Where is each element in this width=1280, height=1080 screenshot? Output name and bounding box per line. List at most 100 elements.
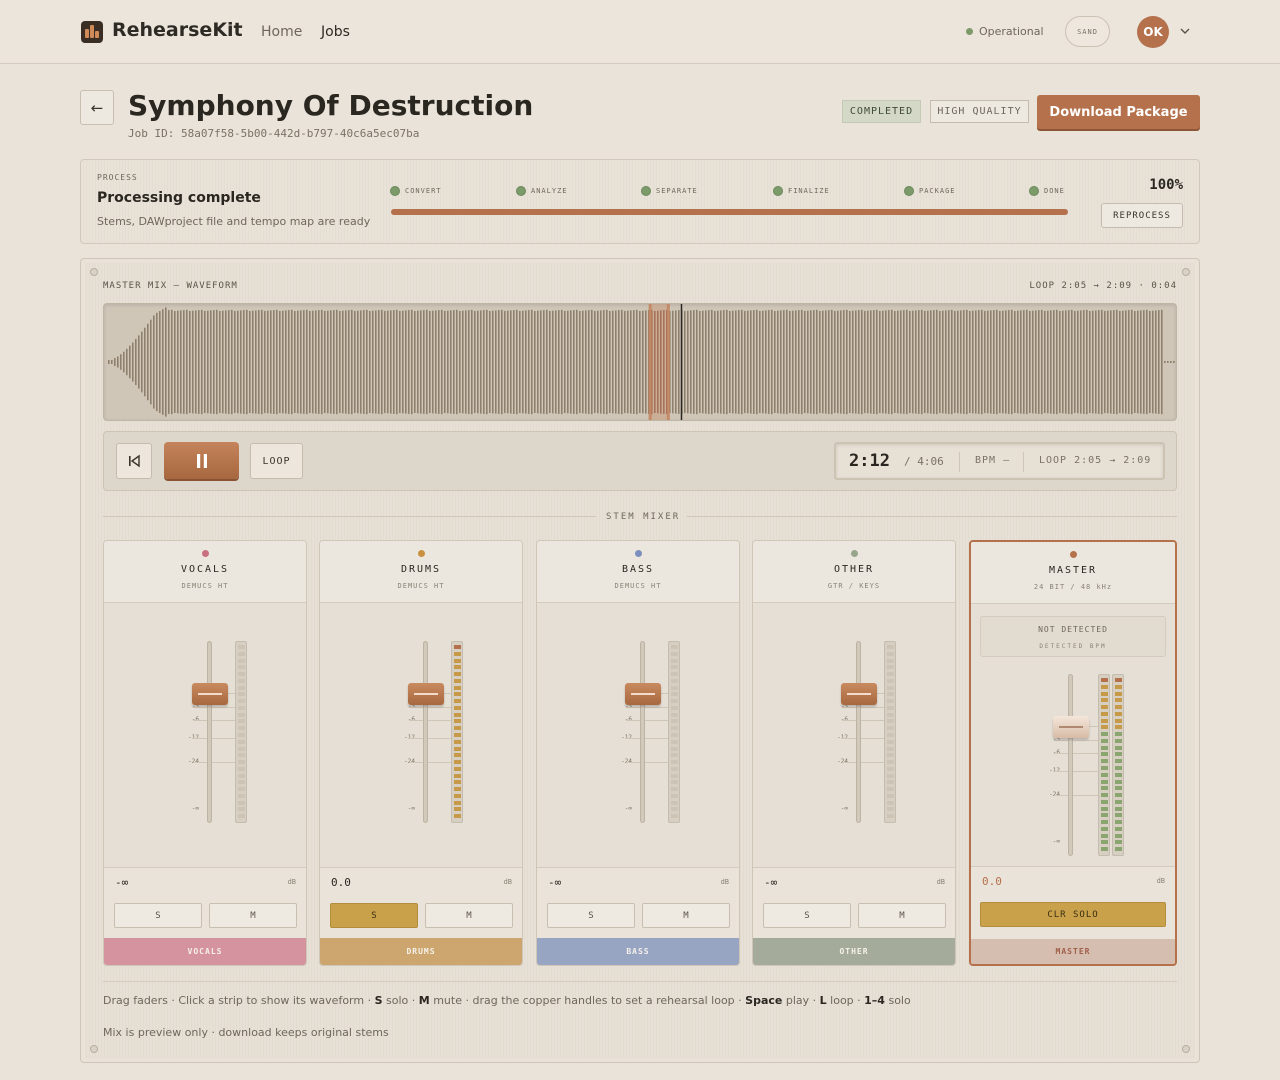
meter-segment bbox=[454, 726, 461, 731]
waveform-bar bbox=[519, 311, 521, 413]
meter-segment bbox=[887, 672, 894, 677]
waveform-bar bbox=[657, 310, 659, 414]
waveform-bar bbox=[249, 311, 251, 413]
waveform-bar bbox=[432, 310, 434, 414]
color-dot-icon bbox=[418, 550, 425, 557]
fader-rail[interactable] bbox=[423, 641, 428, 823]
fader-handle[interactable] bbox=[841, 683, 877, 705]
waveform-bar bbox=[327, 310, 329, 414]
strip-tab[interactable]: MASTER bbox=[971, 939, 1175, 964]
waveform-bar bbox=[1170, 361, 1172, 363]
waveform-bar bbox=[360, 310, 362, 414]
shortcut-key: Space bbox=[745, 994, 783, 1007]
waveform-bar bbox=[213, 310, 215, 414]
waveform-svg[interactable] bbox=[104, 304, 1177, 421]
mixer-strip-vocals[interactable]: VOCALS DEMUCS HT 0-3-6-12-24-∞ -∞ dB S M… bbox=[103, 540, 307, 966]
meter-segment bbox=[1101, 806, 1108, 811]
master-fader-handle[interactable] bbox=[1053, 716, 1089, 738]
bpm-detect-box: NOT DETECTED DETECTED BPM bbox=[980, 616, 1166, 657]
mixer-strip-master[interactable]: MASTER 24 BIT / 48 kHz NOT DETECTED DETE… bbox=[969, 540, 1177, 966]
solo-button[interactable]: S bbox=[330, 903, 418, 928]
waveform-bar bbox=[525, 310, 527, 414]
nav-jobs-link[interactable]: Jobs bbox=[321, 24, 350, 40]
waveform-bar bbox=[384, 311, 386, 413]
brand-name[interactable]: RehearseKit bbox=[112, 19, 243, 41]
waveform-bar bbox=[408, 310, 410, 414]
mute-button[interactable]: M bbox=[858, 903, 946, 928]
waveform-bar bbox=[291, 309, 293, 415]
waveform-bar bbox=[717, 310, 719, 414]
meter-segment bbox=[1115, 759, 1122, 764]
divider bbox=[687, 516, 1177, 517]
level-meter bbox=[1098, 674, 1110, 856]
mute-button[interactable]: M bbox=[642, 903, 730, 928]
clear-solo-button[interactable]: CLR SOLO bbox=[980, 902, 1166, 927]
download-package-button[interactable]: Download Package bbox=[1037, 95, 1200, 129]
pause-button[interactable] bbox=[164, 442, 239, 479]
strip-header: MASTER 24 BIT / 48 kHz bbox=[971, 542, 1175, 604]
fader-rail[interactable] bbox=[856, 641, 861, 823]
waveform-bar bbox=[417, 310, 419, 414]
strip-tab[interactable]: DRUMS bbox=[320, 938, 522, 965]
fader-handle[interactable] bbox=[192, 683, 228, 705]
waveform-bar bbox=[690, 310, 692, 414]
waveform-bar bbox=[1059, 311, 1061, 413]
strip-header: DRUMS DEMUCS HT bbox=[320, 541, 522, 603]
hint-text: mute · drag the copper handles to set a … bbox=[429, 994, 746, 1007]
waveform-bar bbox=[474, 311, 476, 413]
master-fader-rail[interactable] bbox=[1068, 674, 1073, 856]
mute-button[interactable]: M bbox=[425, 903, 513, 928]
scale-tick bbox=[842, 738, 892, 739]
meter-segment bbox=[454, 692, 461, 697]
nav-home-link[interactable]: Home bbox=[261, 24, 303, 40]
waveform-bar bbox=[1125, 310, 1127, 414]
waveform-bar bbox=[816, 309, 818, 415]
waveform-bar bbox=[948, 310, 950, 414]
fader-rail[interactable] bbox=[640, 641, 645, 823]
strip-footer: 0.0 dB CLR SOLO bbox=[971, 866, 1175, 938]
screw-icon bbox=[90, 1045, 98, 1053]
loop-readout: LOOP 2:05 → 2:09 bbox=[1039, 455, 1152, 466]
loop-button[interactable]: LOOP bbox=[250, 443, 303, 479]
waveform-bar bbox=[942, 310, 944, 414]
waveform-bar bbox=[1158, 310, 1160, 414]
scale-tick bbox=[1054, 771, 1104, 772]
mixer-strip-drums[interactable]: DRUMS DEMUCS HT 0-3-6-12-24-∞ 0.0 dB S M… bbox=[319, 540, 523, 966]
reprocess-button[interactable]: REPROCESS bbox=[1101, 203, 1183, 228]
waveform-bar bbox=[453, 310, 455, 414]
scale-label: -∞ bbox=[624, 805, 632, 812]
process-step: DONE bbox=[1030, 187, 1065, 195]
meter-segment bbox=[671, 746, 678, 751]
mute-button[interactable]: M bbox=[209, 903, 297, 928]
strip-tab[interactable]: BASS bbox=[537, 938, 739, 965]
fader-handle[interactable] bbox=[625, 683, 661, 705]
solo-button[interactable]: S bbox=[763, 903, 851, 928]
meter-segment bbox=[454, 746, 461, 751]
strip-tab[interactable]: VOCALS bbox=[104, 938, 306, 965]
chevron-down-icon[interactable] bbox=[1180, 26, 1190, 36]
mixer-strip-other[interactable]: OTHER GTR / KEYS 0-3-6-12-24-∞ -∞ dB S M… bbox=[752, 540, 956, 966]
waveform-bar bbox=[1068, 310, 1070, 414]
waveform-bar bbox=[429, 311, 431, 413]
waveform-bar bbox=[945, 310, 947, 414]
strip-tab[interactable]: OTHER bbox=[753, 938, 955, 965]
restart-button[interactable] bbox=[116, 443, 152, 479]
scale-label: -3 bbox=[602, 703, 632, 710]
meter-segment bbox=[1115, 813, 1122, 818]
mixer-strip-bass[interactable]: BASS DEMUCS HT 0-3-6-12-24-∞ -∞ dB S M B… bbox=[536, 540, 740, 966]
solo-button[interactable]: S bbox=[114, 903, 202, 928]
waveform-bar bbox=[156, 312, 158, 412]
waveform-display[interactable] bbox=[103, 303, 1177, 421]
solo-button[interactable]: S bbox=[547, 903, 635, 928]
meter-segment bbox=[1101, 813, 1108, 818]
waveform-bar bbox=[465, 310, 467, 414]
check-dot-icon bbox=[1030, 187, 1038, 195]
fader-handle[interactable] bbox=[408, 683, 444, 705]
avatar[interactable]: OK bbox=[1137, 16, 1169, 48]
gain-value: -∞ bbox=[764, 876, 778, 889]
waveform-bar bbox=[195, 310, 197, 414]
theme-toggle[interactable]: SAND bbox=[1065, 16, 1110, 47]
fader-rail[interactable] bbox=[207, 641, 212, 823]
strip-header: OTHER GTR / KEYS bbox=[753, 541, 955, 603]
back-button[interactable]: ← bbox=[80, 90, 114, 125]
